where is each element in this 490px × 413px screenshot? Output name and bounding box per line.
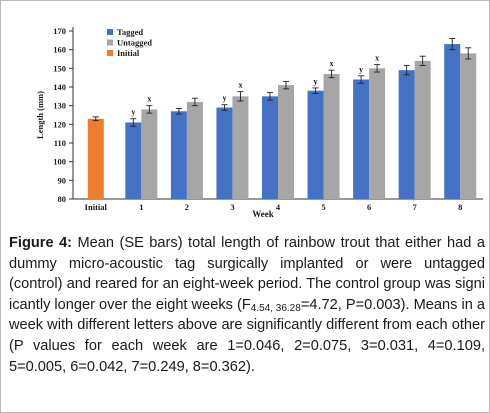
- x-tick-label: 3: [230, 202, 234, 212]
- x-axis-label: Week: [252, 209, 274, 219]
- bar-untagged: [141, 109, 158, 199]
- y-tick-label: 130: [53, 101, 66, 111]
- y-tick-label: 170: [53, 26, 66, 36]
- bar-tagged: [262, 96, 278, 199]
- bar-untagged: [278, 85, 294, 199]
- legend-label-initial: Initial: [117, 48, 140, 58]
- bar-untagged: [186, 101, 203, 199]
- x-tick-label: 5: [321, 202, 325, 212]
- caption-subscript: 4.54, 36.28: [250, 302, 301, 314]
- bar-tagged: [216, 107, 233, 199]
- significance-letter: x: [147, 95, 151, 104]
- y-tick-label: 90: [58, 175, 67, 185]
- bar-untagged: [414, 60, 431, 199]
- legend-swatch-tagged: [107, 29, 113, 35]
- bar-untagged: [369, 68, 386, 199]
- bar-chart: 80 90 100 110 120 130 140 150 160 170 Length (mm) W…: [35, 26, 483, 219]
- y-tick-label: 100: [53, 157, 66, 167]
- bar-tagged: [125, 122, 142, 199]
- y-tick-label: 80: [58, 194, 67, 204]
- legend-swatch-initial: [107, 50, 113, 56]
- x-tick-label: 4: [276, 202, 281, 212]
- figure-caption: Figure 4: Mean (SE bars) total length of…: [9, 233, 485, 377]
- bar-untagged: [323, 73, 340, 199]
- x-tick-label: 8: [458, 202, 462, 212]
- y-axis-label: Length (mm): [35, 91, 45, 139]
- bar-untagged: [460, 53, 477, 200]
- significance-letter: y: [359, 65, 363, 74]
- y-tick-label: 160: [53, 45, 66, 55]
- caption-text-1: Mean (SE bars) total length of rainbow t…: [9, 235, 485, 313]
- x-tick-label: 2: [185, 202, 189, 212]
- bar-tagged: [444, 44, 461, 199]
- legend-swatch-untagged: [107, 39, 113, 46]
- significance-letter: y: [131, 108, 135, 117]
- legend-label-tagged: Tagged: [117, 27, 143, 37]
- bar-untagged: [232, 96, 249, 199]
- caption-text-2: =4.72, P=0.003). Means in a week with di…: [9, 296, 485, 375]
- x-tick-label: Initial: [85, 202, 108, 212]
- x-tick-label: 1: [139, 202, 143, 212]
- significance-letter: x: [330, 59, 334, 68]
- x-tick-label: 6: [367, 202, 371, 212]
- y-tick-label: 140: [53, 82, 66, 92]
- bar-initial: [87, 118, 104, 199]
- significance-letter: y: [314, 77, 318, 86]
- significance-letter: y: [222, 94, 226, 103]
- bar-tagged: [307, 90, 324, 199]
- bar-tagged: [398, 70, 415, 199]
- y-tick-label: 150: [53, 63, 66, 73]
- y-tick-label: 120: [53, 119, 66, 129]
- y-tick-label: 110: [54, 138, 66, 148]
- significance-letter: x: [238, 81, 242, 90]
- significance-letter: x: [375, 54, 379, 63]
- bar-tagged: [170, 111, 187, 199]
- caption-label: Figure 4:: [9, 235, 73, 251]
- bar-tagged: [353, 79, 370, 199]
- legend-label-untagged: Untagged: [117, 38, 152, 48]
- x-tick-label: 7: [413, 202, 418, 212]
